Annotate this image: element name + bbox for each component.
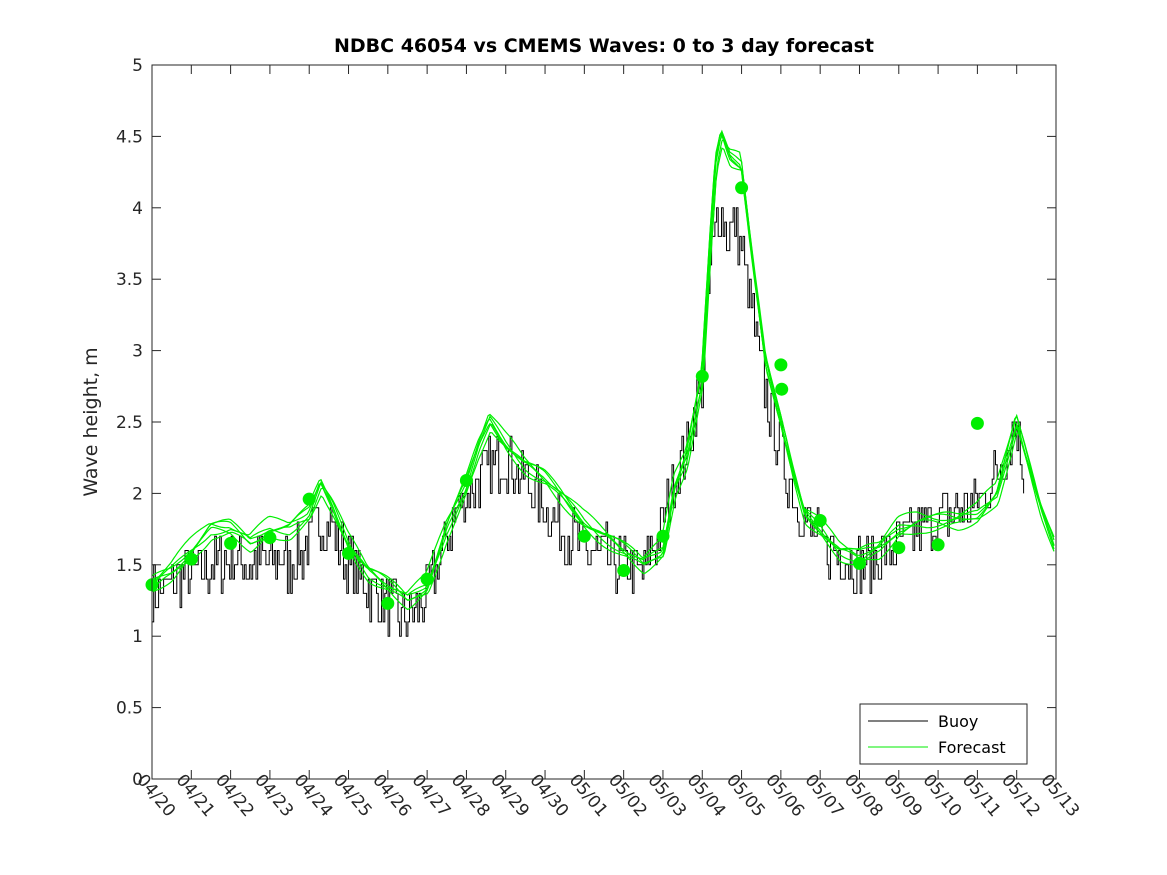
chart-title: NDBC 46054 vs CMEMS Waves: 0 to 3 day fo… [334, 35, 874, 57]
y-tick-label: 1 [132, 627, 143, 647]
legend-box [859, 703, 1028, 765]
y-tick-label: 2 [132, 484, 143, 504]
forecast-point [695, 369, 709, 383]
forecast-point [774, 358, 788, 372]
forecast-line-0 [151, 129, 1055, 596]
y-tick-label: 0 [132, 770, 143, 790]
forecast-point [224, 536, 238, 550]
y-tick-label: 5 [132, 56, 143, 76]
forecast-line-4 [151, 138, 1055, 601]
y-tick-label: 3 [132, 342, 143, 362]
y-axis-label: Wave height, m [80, 347, 102, 496]
y-tick-label: 3.5 [116, 270, 143, 290]
y-tick-label: 0.5 [116, 699, 143, 719]
y-tick-label: 4.5 [116, 127, 143, 147]
forecast-line-3 [151, 132, 1055, 594]
legend-label-forecast: Forecast [938, 738, 1006, 757]
forecast-point [263, 531, 277, 545]
forecast-point [617, 564, 631, 577]
forecast-point [813, 514, 827, 527]
forecast-point [775, 382, 789, 396]
plot-area [152, 65, 1056, 779]
y-tick-label: 1.5 [116, 556, 143, 576]
forecast-point [970, 416, 984, 430]
forecast-point [853, 556, 866, 570]
forecast-point [931, 538, 945, 552]
y-axis: 0 0.5 1 1.5 2 2.5 3 3.5 4 4.5 5 [116, 56, 1056, 790]
forecast-point [342, 546, 355, 560]
forecast-points [145, 181, 984, 610]
forecast-point [420, 572, 434, 586]
forecast-point [184, 552, 198, 566]
forecast-point [302, 492, 316, 506]
legend: Buoy Forecast [859, 703, 1028, 765]
forecast-point [735, 181, 749, 195]
legend-label-buoy: Buoy [938, 712, 978, 731]
forecast-point [656, 529, 670, 543]
forecast-point [381, 596, 395, 610]
forecast-point [459, 474, 473, 487]
forecast-point [577, 529, 591, 543]
forecast-line-1 [151, 129, 1055, 596]
y-tick-label: 2.5 [116, 413, 143, 433]
y-tick-label: 4 [132, 199, 143, 219]
forecast-series [151, 129, 1055, 611]
forecast-line-5 [151, 133, 1055, 601]
forecast-point [892, 541, 906, 555]
